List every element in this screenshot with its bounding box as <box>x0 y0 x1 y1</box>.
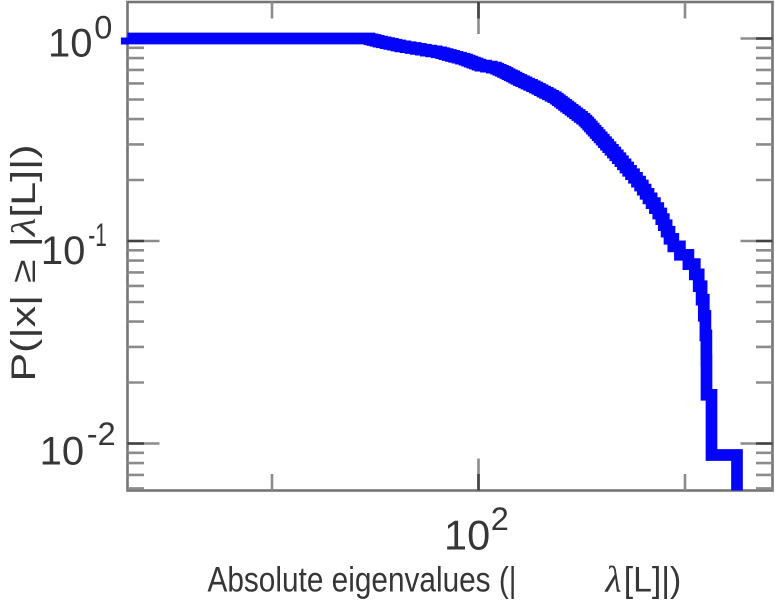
svg-text:-2: -2 <box>87 416 116 452</box>
svg-text:-1: -1 <box>88 217 107 253</box>
svg-text:[L]|): [L]|) <box>624 560 682 599</box>
svg-text:Absolute eigenvalues (|: Absolute eigenvalues (| <box>208 560 517 599</box>
svg-text:0: 0 <box>94 10 112 46</box>
svg-text:10: 10 <box>444 512 490 559</box>
svg-text:10: 10 <box>41 229 86 273</box>
svg-text:λ: λ <box>605 559 622 600</box>
svg-text:10: 10 <box>48 22 93 66</box>
svg-text:10: 10 <box>40 429 85 473</box>
svg-text:2: 2 <box>491 501 509 537</box>
svg-text:P(|x| ≥ |λ[L]|): P(|x| ≥ |λ[L]|) <box>5 144 43 381</box>
